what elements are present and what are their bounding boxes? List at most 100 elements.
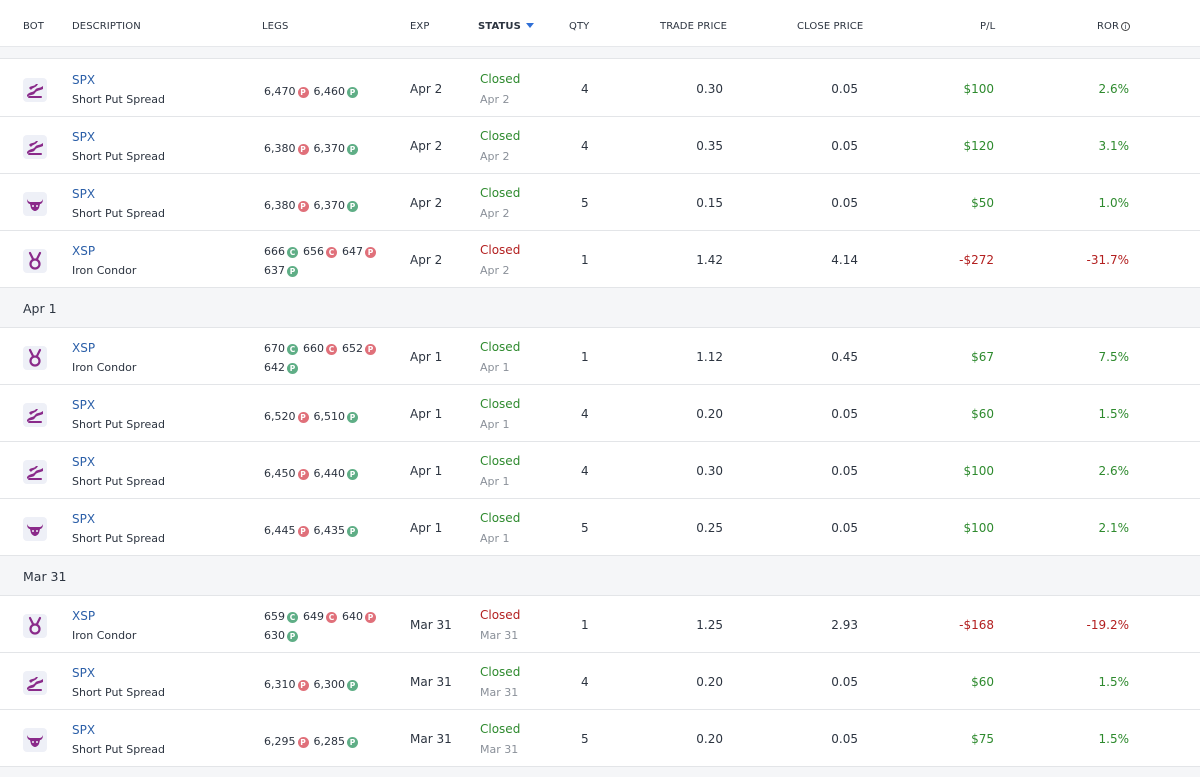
strategy-label: Short Put Spread — [72, 532, 165, 545]
wave-bot-icon[interactable] — [23, 78, 47, 102]
table-row[interactable]: SPX Short Put Spread 6,470 P 6,460 P Apr 2 Clos… — [0, 60, 1200, 117]
col-close-price[interactable]: CLOSE PRICE — [797, 21, 864, 32]
quantity: 4 — [581, 407, 589, 421]
table-row[interactable]: XSP Iron Condor 670 C 660 C 652 P642 P Apr 1 Close… — [0, 328, 1200, 385]
status-badge: Closed — [480, 454, 521, 468]
table-row[interactable]: SPX Short Put Spread 6,380 P 6,370 P Apr 2 Clos… — [0, 117, 1200, 174]
put-badge-icon: P — [287, 363, 298, 374]
put-badge-icon: P — [365, 344, 376, 355]
leg-strike: 6,310 — [264, 678, 296, 691]
return-on-risk: 2.6% — [1098, 82, 1130, 96]
trade-price: 0.35 — [696, 139, 723, 153]
wave-bot-icon[interactable] — [23, 460, 47, 484]
table-row[interactable]: XSP Iron Condor 666 C 656 C 647 P637 P Apr 2 Close… — [0, 231, 1200, 288]
table-row[interactable]: SPX Short Put Spread 6,450 P 6,440 P Apr 1 Clos… — [0, 442, 1200, 499]
leg-item: 666 C — [264, 242, 298, 261]
profit-loss: $100 — [963, 82, 994, 96]
expiration: Apr 1 — [410, 521, 443, 535]
leg-item: 6,310 P — [264, 675, 309, 694]
leg-item: 670 C — [264, 339, 298, 358]
wave-bot-icon[interactable] — [23, 403, 47, 427]
expiration: Apr 2 — [410, 139, 443, 153]
legs-cell: 6,520 P 6,510 P — [264, 407, 394, 426]
strategy-label: Iron Condor — [72, 361, 137, 374]
return-on-risk: 1.5% — [1098, 407, 1130, 421]
symbol-link[interactable]: SPX — [72, 723, 96, 737]
wave-bot-icon[interactable] — [23, 135, 47, 159]
close-price: 0.05 — [831, 464, 858, 478]
symbol-link[interactable]: SPX — [72, 455, 96, 469]
leg-item: 6,435 P — [314, 521, 358, 540]
leg-item: 6,380 P — [264, 196, 309, 215]
symbol-link[interactable]: SPX — [72, 512, 96, 526]
put-badge-icon: P — [297, 412, 309, 423]
info-icon[interactable]: i — [1121, 22, 1131, 31]
col-bot[interactable]: BOT — [23, 21, 44, 32]
quantity: 5 — [581, 196, 589, 210]
put-badge-icon: P — [297, 201, 309, 212]
return-on-risk: 1.5% — [1098, 732, 1130, 746]
close-price: 0.05 — [831, 675, 858, 689]
put-badge-icon: P — [297, 469, 309, 480]
table-row[interactable]: SPX Short Put Spread 6,380 P 6,370 P Apr 2 Clos… — [0, 174, 1200, 231]
col-ror[interactable]: ROR i — [1097, 21, 1131, 32]
table-row[interactable]: SPX Short Put Spread 6,445 P 6,435 P Apr 1 Clos… — [0, 499, 1200, 556]
put-badge-icon: P — [287, 631, 298, 642]
symbol-link[interactable]: SPX — [72, 187, 96, 201]
sort-desc-icon[interactable] — [525, 23, 534, 28]
leg-item: 656 C — [303, 242, 337, 261]
call-badge-icon: C — [287, 247, 298, 258]
leg-item: 642 P — [264, 358, 298, 377]
table-row[interactable]: XSP Iron Condor 659 C 649 C 640 P630 P Mar 31 Clos… — [0, 596, 1200, 653]
trade-price: 1.42 — [696, 253, 723, 267]
leg-item: 652 P — [342, 339, 376, 358]
status-date: Mar 31 — [480, 629, 519, 642]
leg-strike: 637 — [264, 264, 285, 277]
put-badge-icon: P — [297, 680, 309, 691]
symbol-link[interactable]: SPX — [72, 666, 96, 680]
symbol-link[interactable]: SPX — [72, 130, 96, 144]
profit-loss: $100 — [963, 521, 994, 535]
leg-item: 659 C — [264, 607, 298, 626]
table-header: BOT DESCRIPTION LEGS EXP STATUS QTY TRAD… — [0, 0, 1200, 47]
symbol-link[interactable]: SPX — [72, 73, 96, 87]
symbol-link[interactable]: XSP — [72, 609, 96, 623]
symbol-link[interactable]: XSP — [72, 244, 96, 258]
leg-item: 6,285 P — [314, 732, 358, 751]
trade-price: 0.20 — [696, 407, 723, 421]
col-qty[interactable]: QTY — [569, 21, 590, 32]
expiration: Apr 1 — [410, 407, 443, 421]
close-price: 0.05 — [831, 139, 858, 153]
leg-item: 6,300 P — [314, 675, 358, 694]
table-row[interactable]: SPX Short Put Spread 6,520 P 6,510 P Apr 1 Clos… — [0, 385, 1200, 442]
trade-price: 1.25 — [696, 618, 723, 632]
bull-bot-icon[interactable] — [23, 517, 47, 541]
legs-cell: 6,445 P 6,435 P — [264, 521, 394, 540]
symbol-link[interactable]: XSP — [72, 341, 96, 355]
table-row[interactable]: SPX Short Put Spread 6,295 P 6,285 P Mar 31 Clo… — [0, 710, 1200, 767]
date-group-label: Apr 1 — [23, 301, 57, 316]
medal-bot-icon[interactable] — [23, 249, 47, 273]
col-pl[interactable]: P/L — [980, 21, 996, 32]
medal-bot-icon[interactable] — [23, 614, 47, 638]
medal-bot-icon[interactable] — [23, 346, 47, 370]
profit-loss: $67 — [971, 350, 994, 364]
leg-item: 6,380 P — [264, 139, 309, 158]
put-badge-icon: P — [347, 737, 358, 748]
bull-bot-icon[interactable] — [23, 192, 47, 216]
leg-strike: 630 — [264, 629, 285, 642]
col-description[interactable]: DESCRIPTION — [72, 21, 141, 32]
col-status[interactable]: STATUS — [478, 21, 534, 32]
col-trade-price[interactable]: TRADE PRICE — [660, 21, 728, 32]
strategy-label: Short Put Spread — [72, 93, 165, 106]
symbol-link[interactable]: SPX — [72, 398, 96, 412]
leg-strike: 6,440 — [313, 467, 346, 480]
leg-strike: 656 — [303, 245, 324, 258]
bull-bot-icon[interactable] — [23, 728, 47, 752]
col-exp[interactable]: EXP — [410, 21, 430, 32]
strategy-label: Short Put Spread — [72, 475, 165, 488]
col-legs[interactable]: LEGS — [262, 21, 289, 32]
table-row[interactable]: SPX Short Put Spread 6,310 P 6,300 P Mar 31 Clo… — [0, 653, 1200, 710]
wave-bot-icon[interactable] — [23, 671, 47, 695]
profit-loss: $50 — [971, 196, 994, 210]
